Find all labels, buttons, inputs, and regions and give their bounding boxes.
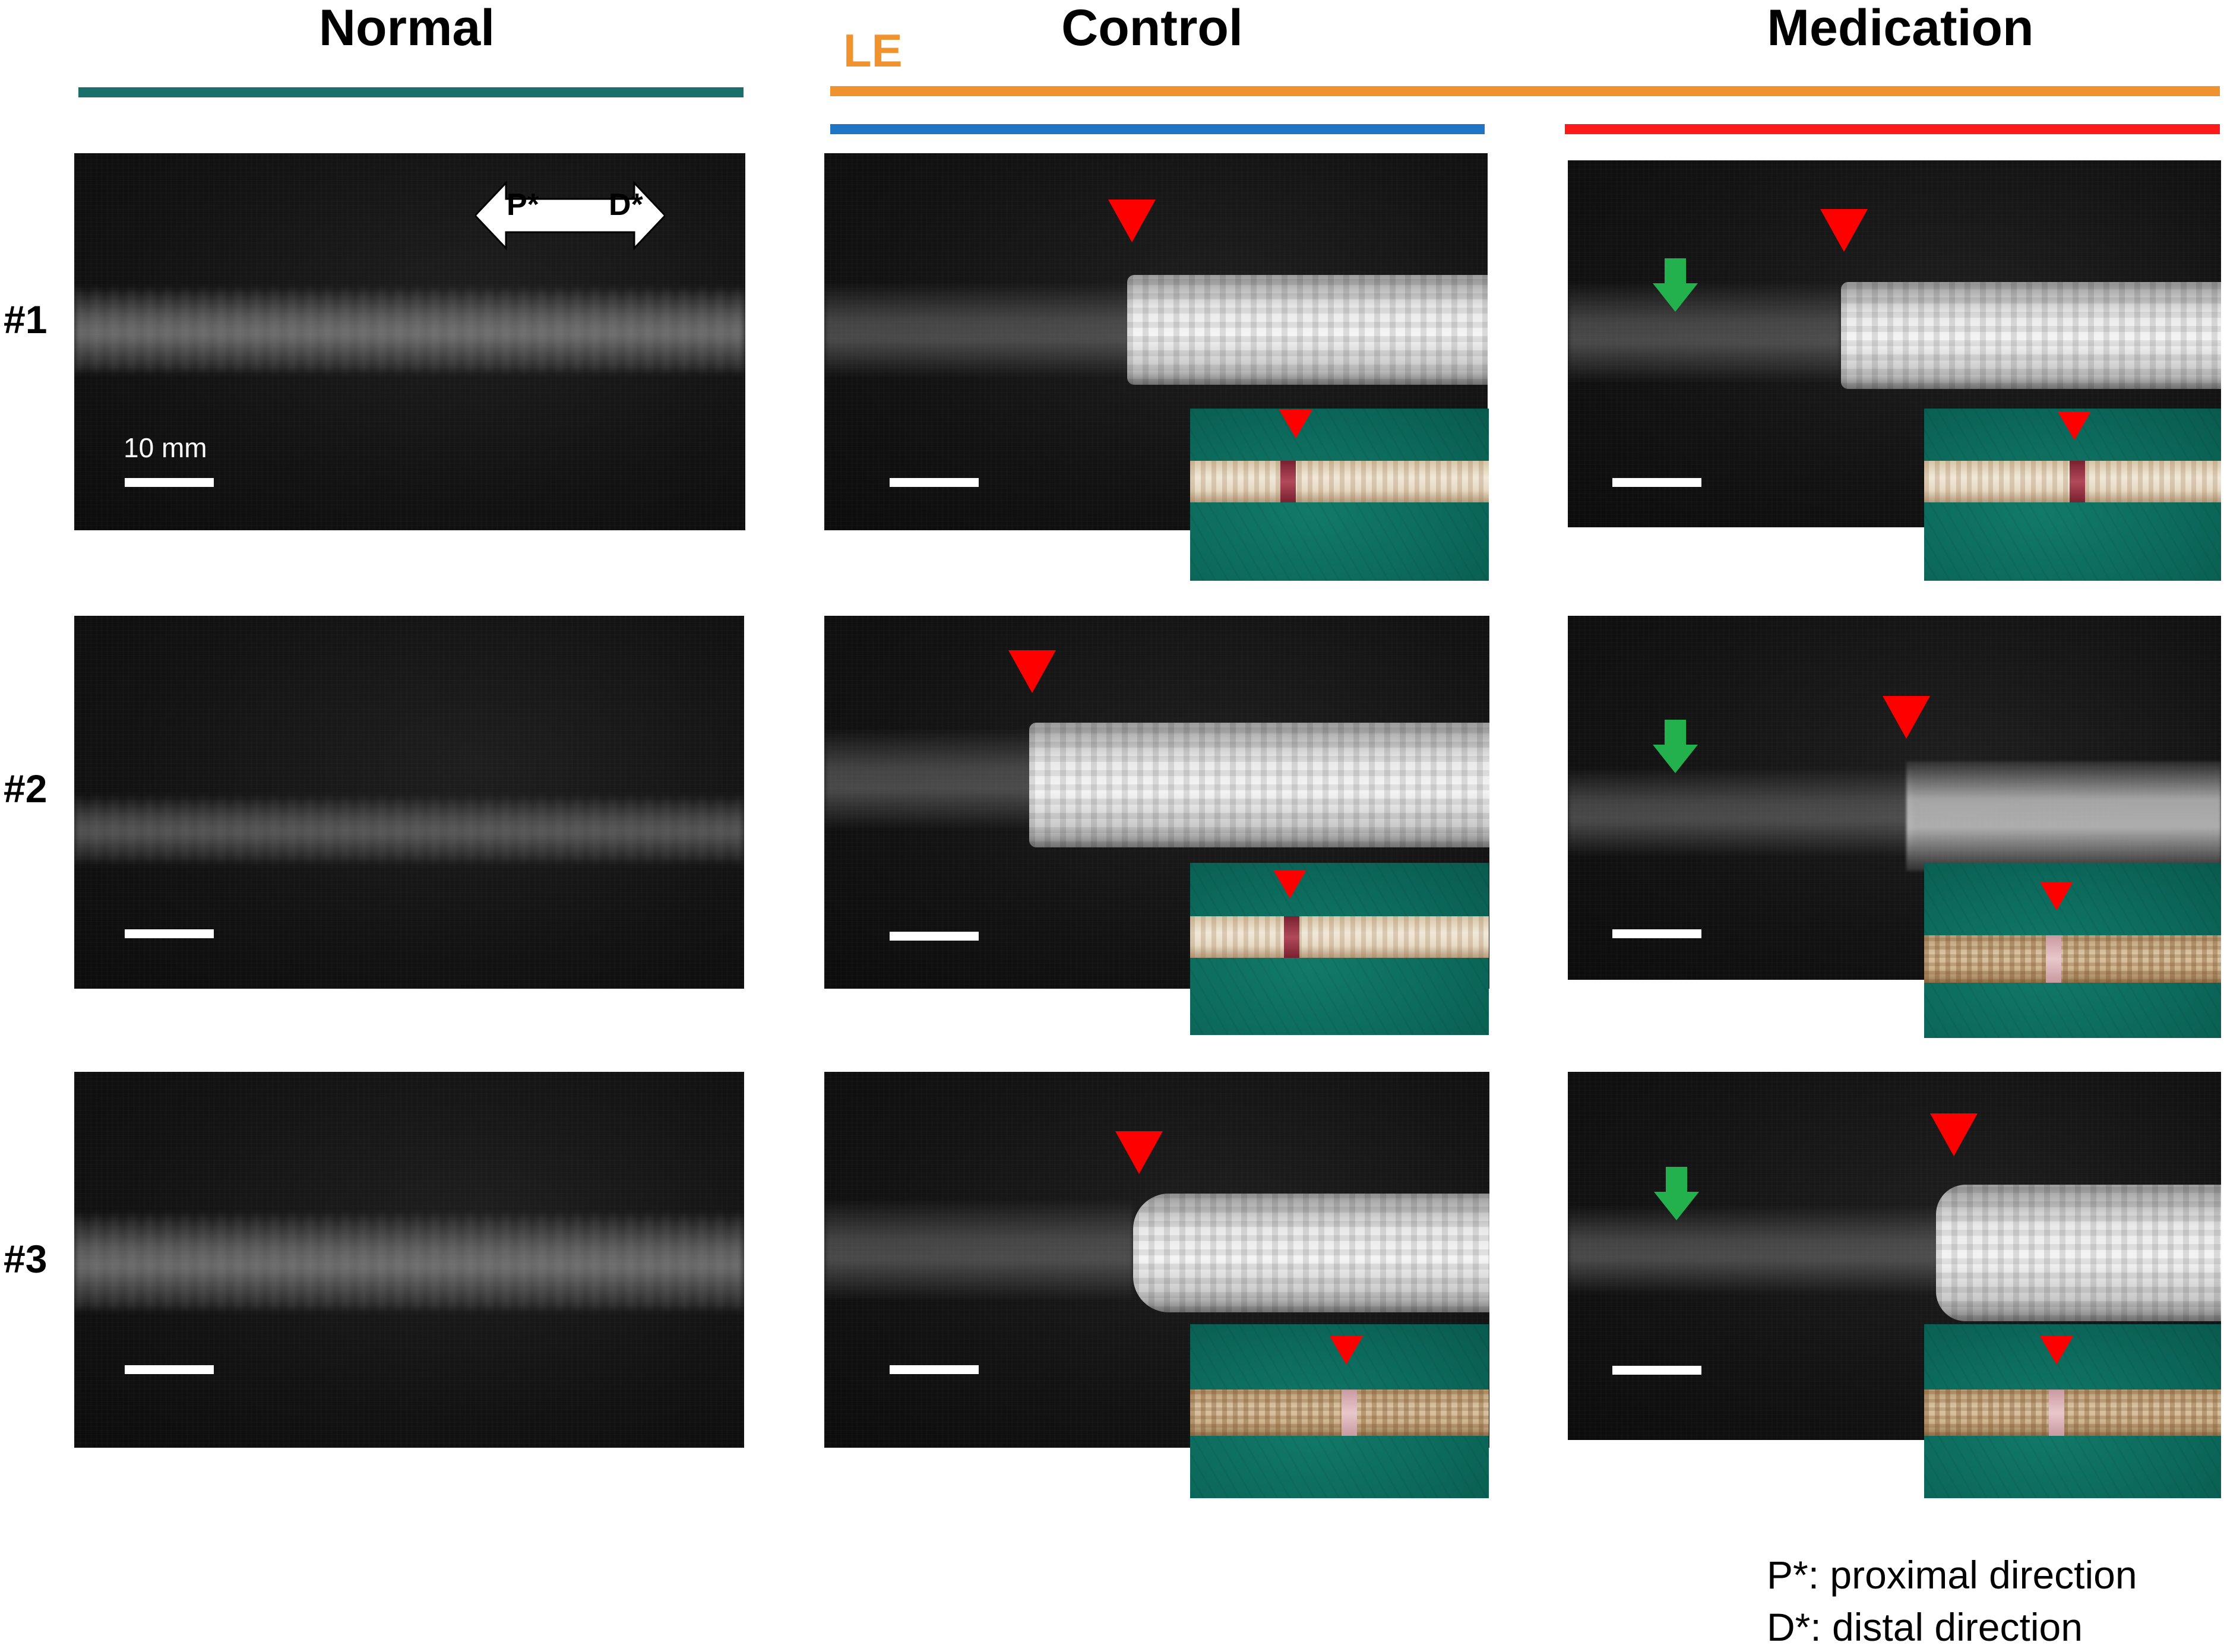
lesion-site xyxy=(1280,461,1296,502)
medication-photo-inset-3 xyxy=(1924,1324,2221,1498)
tail-photo xyxy=(1190,1390,1489,1436)
legend-distal: D*: distal direction xyxy=(1767,1605,2083,1649)
lesion-marker-icon xyxy=(1279,410,1312,438)
normal-image-2 xyxy=(74,616,744,989)
lesion-marker-icon xyxy=(1330,1336,1363,1365)
tail-proximal xyxy=(1568,767,1912,856)
row-label-1: #1 xyxy=(4,298,48,341)
scale-bar xyxy=(125,929,214,938)
lesion-site xyxy=(1284,916,1299,958)
lesion-site xyxy=(2049,1390,2064,1436)
tail-distal-fluorescent xyxy=(1029,723,1489,847)
normal-image-3 xyxy=(74,1072,744,1448)
tail-distal-fluorescent xyxy=(1133,1194,1489,1312)
lesion-site xyxy=(2046,935,2061,983)
tail-proximal xyxy=(824,283,1133,378)
lesion-marker-icon xyxy=(1115,1131,1163,1174)
tail-photo xyxy=(1190,461,1489,502)
lesion-marker-icon xyxy=(1820,209,1868,252)
image-noise xyxy=(74,616,744,989)
legend-proximal: P*: proximal direction xyxy=(1767,1553,2137,1597)
tail-proximal xyxy=(824,729,1038,830)
normal-image-1: P* D* 10 mm xyxy=(74,153,745,530)
scale-bar-label: 10 mm xyxy=(124,432,207,463)
medication-photo-inset-2 xyxy=(1924,863,2221,1038)
scale-bar xyxy=(890,1365,979,1374)
tail-distal-fluorescent xyxy=(1841,282,2221,389)
lesion-marker-icon xyxy=(2058,412,2091,440)
scale-bar xyxy=(125,1365,214,1374)
scale-bar xyxy=(890,932,979,941)
tail-distal-fluorescent xyxy=(1127,275,1488,385)
lesion-marker-icon xyxy=(1273,870,1307,898)
medication-photo-inset-1 xyxy=(1924,409,2221,581)
green-down-arrow-icon xyxy=(1653,258,1698,312)
control-group-bar xyxy=(830,124,1485,134)
tail-photo xyxy=(1924,1390,2221,1436)
tail-proximal xyxy=(1568,1205,1948,1295)
tail-distal-fluorescent xyxy=(1906,761,2221,871)
green-down-arrow-icon xyxy=(1653,720,1698,773)
green-down-arrow-icon xyxy=(1654,1167,1699,1220)
control-photo-inset-2 xyxy=(1190,863,1489,1035)
medication-image-2 xyxy=(1568,616,2221,980)
row-label-3: #3 xyxy=(4,1237,48,1281)
proximal-label: P* xyxy=(507,188,539,222)
lesion-marker-icon xyxy=(2040,882,2073,910)
row-label-2: #2 xyxy=(4,767,48,811)
tail-proximal xyxy=(1568,282,1841,383)
header-le: LE xyxy=(843,24,903,77)
tail-photo xyxy=(1924,935,2221,983)
tail-fluorescence xyxy=(74,797,744,862)
header-medication: Medication xyxy=(1767,0,2034,56)
scale-bar xyxy=(1612,929,1701,938)
scale-bar xyxy=(1612,1366,1701,1375)
tail-distal-fluorescent xyxy=(1936,1185,2221,1321)
control-photo-inset-3 xyxy=(1190,1324,1489,1498)
medication-group-bar xyxy=(1565,124,2220,134)
scale-bar xyxy=(1612,478,1701,487)
lesion-marker-icon xyxy=(1008,650,1056,693)
lesion-marker-icon xyxy=(2040,1336,2073,1365)
tail-photo xyxy=(1190,916,1489,958)
le-group-bar xyxy=(830,86,2220,96)
normal-group-bar xyxy=(78,87,744,97)
lesion-site xyxy=(1342,1390,1357,1436)
header-control: Control xyxy=(1061,0,1243,56)
lesion-marker-icon xyxy=(1930,1113,1978,1156)
lesion-marker-icon xyxy=(1883,696,1930,739)
lesion-marker-icon xyxy=(1108,200,1156,242)
tail-fluorescence xyxy=(74,1214,744,1309)
header-normal: Normal xyxy=(318,0,495,56)
scale-bar xyxy=(125,478,214,487)
tail-proximal xyxy=(824,1200,1133,1300)
tail-fluorescence xyxy=(74,289,745,372)
distal-label: D* xyxy=(609,188,643,222)
control-photo-inset-1 xyxy=(1190,409,1489,581)
scale-bar xyxy=(890,478,979,487)
lesion-site xyxy=(2070,461,2085,502)
direction-arrow-icon xyxy=(475,181,665,251)
